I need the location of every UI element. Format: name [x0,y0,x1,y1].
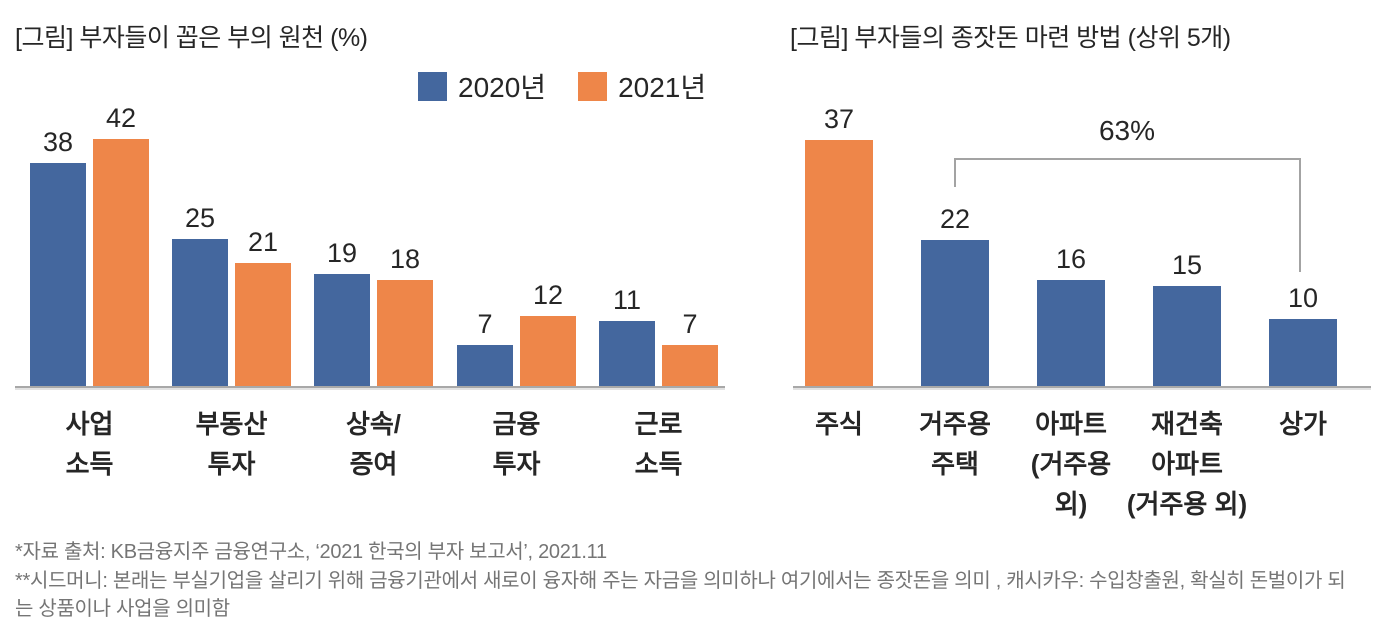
wealth-sources-bar-2020년-1 [172,239,228,386]
legend-swatch-icon [418,71,447,101]
wealth-sources-bar-2020년-3 [457,345,513,386]
wealth-sources-category-0: 사업 소득 [65,409,114,479]
seed-money-bar-3 [1153,286,1221,386]
bracket-percent-label: 63% [1098,115,1156,146]
wealth-sources-category-2: 상속/ 증여 [345,409,402,479]
wealth-sources-bar-2021년-4 [662,345,718,386]
legend-item-2021년: 2021년 [578,66,706,106]
legend-label: 2020년 [458,72,547,103]
wealth-sources-value-2020년-1: 25 [184,203,216,233]
seed-money-value-2: 16 [1055,244,1087,274]
wealth-sources-bar-2021년-2 [377,280,433,386]
seed-money-value-0: 37 [823,104,855,134]
wealth-sources-value-2020년-0: 38 [42,127,74,157]
right-chart-title: [그림] 부자들의 종잣돈 마련 방법 (상위 5개) [790,24,1231,52]
wealth-sources-value-2020년-4: 11 [612,285,642,315]
footnote-definitions: **시드머니: 본래는 부실기업을 살리기 위해 금융기관에서 새로이 융자해 … [15,569,1346,621]
wealth-sources-category-4: 근로 소득 [634,409,683,479]
wealth-sources-bar-2021년-3 [520,316,576,386]
seed-money-bar-1 [921,240,989,386]
wealth-sources-value-2021년-3: 12 [532,280,564,310]
seed-money-category-1: 거주용 주택 [919,409,991,479]
wealth-sources-bar-2021년-0 [93,139,149,386]
right-x-axis-line [793,386,1371,388]
left-x-axis-line [15,386,725,388]
seed-money-category-4: 상가 [1279,409,1327,439]
left-chart-title: [그림] 부자들이 꼽은 부의 원천 (%) [15,24,368,52]
wealth-sources-value-2021년-2: 18 [389,244,421,274]
legend-item-2020년: 2020년 [418,66,546,106]
bracket-left-tick [954,158,956,187]
footnote-source: *자료 출처: KB금융지주 금융연구소, ‘2021 한국의 부자 보고서’,… [15,541,607,563]
wealth-sources-value-2021년-0: 42 [105,103,137,133]
wealth-sources-value-2021년-1: 21 [247,227,279,257]
wealth-sources-value-2020년-2: 19 [326,238,358,268]
seed-money-bar-2 [1037,280,1105,386]
legend: 2020년 2021년 [418,66,706,106]
wealth-sources-bar-2020년-2 [314,274,370,386]
wealth-sources-bar-2021년-1 [235,263,291,386]
legend-label: 2021년 [618,72,707,103]
bracket-right-tick [1299,158,1301,272]
seed-money-bar-4 [1269,319,1337,386]
seed-money-category-0: 주식 [815,409,863,439]
wealth-sources-category-3: 금융 투자 [492,409,541,479]
seed-money-value-4: 10 [1287,283,1319,313]
seed-money-value-1: 22 [939,204,971,234]
wealth-sources-value-2021년-4: 7 [682,309,698,339]
seed-money-category-3: 재건축 아파트 (거주용 외) [1126,409,1248,519]
wealth-sources-value-2020년-3: 7 [477,309,493,339]
wealth-sources-bar-2020년-4 [599,321,655,386]
bracket-top-line [954,158,1301,160]
wealth-sources-category-1: 부동산 투자 [195,409,268,479]
seed-money-bar-0 [805,140,873,386]
footnotes: *자료 출처: KB금융지주 금융연구소, ‘2021 한국의 부자 보고서’,… [15,538,1363,624]
wealth-sources-bar-2020년-0 [30,163,86,386]
legend-swatch-icon [578,71,608,101]
seed-money-category-2: 아파트 (거주용 외) [1030,409,1112,519]
seed-money-value-3: 15 [1171,250,1203,280]
